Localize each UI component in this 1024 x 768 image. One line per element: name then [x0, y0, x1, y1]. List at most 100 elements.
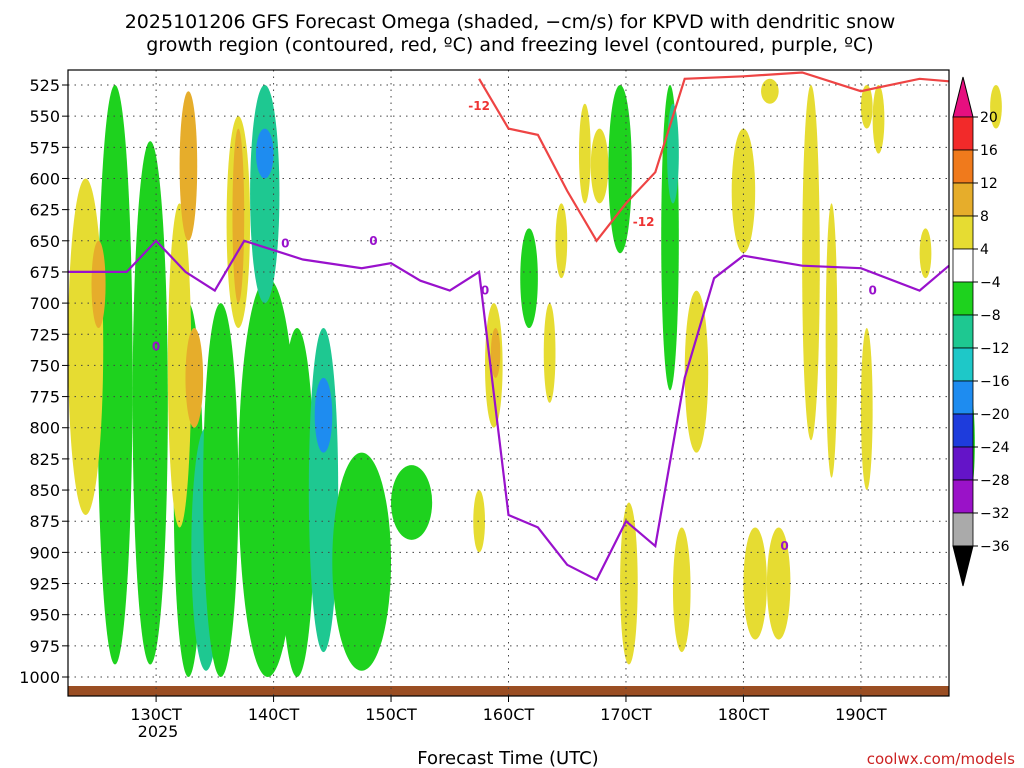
omega-shade-cell: [308, 328, 339, 653]
x-axis-ticks: 130CT 140CT 150CT 160CT 170CT 180CT 190CT: [130, 696, 887, 724]
y-tick-label: 700: [29, 294, 60, 313]
colorbar-label: −32: [980, 506, 1010, 522]
contours: 0000000-12-12: [68, 71, 950, 582]
omega-shade-cell: [132, 141, 168, 665]
omega-shade-cell: [68, 178, 104, 515]
omega-shade-cell: [802, 85, 820, 441]
colorbar-swatch: [952, 182, 974, 217]
colorbar-label: 16: [980, 143, 998, 159]
y-tick-label: 650: [29, 232, 60, 251]
colorbar-label: 4: [980, 242, 989, 258]
x-tick-label: 130CT: [130, 705, 182, 724]
omega-shading: [68, 78, 1002, 696]
x-tick-label: 160CT: [483, 705, 535, 724]
colorbar-label: 8: [980, 209, 989, 225]
y-tick-label: 725: [29, 325, 60, 344]
colorbar-top-triangle: [952, 76, 974, 118]
omega-shade-cell: [332, 452, 392, 671]
omega-shade-cell: [672, 527, 691, 653]
colorbar-bottom-triangle: [952, 545, 974, 587]
omega-shade-cell: [860, 85, 873, 129]
y-tick-label: 550: [29, 107, 60, 126]
x-year-label: 2025: [138, 722, 179, 741]
colorbar-label: −8: [980, 308, 1001, 324]
omega-shade-cell: [578, 103, 591, 204]
dendritic-growth-contour: [478, 71, 950, 243]
y-tick-label: 775: [29, 388, 60, 407]
y-tick-label: 525: [29, 76, 60, 95]
colorbar-swatch: [952, 248, 974, 283]
dendritic-growth-label: -12: [633, 215, 655, 229]
colorbar-swatch: [952, 413, 974, 448]
x-tick-label: 190CT: [835, 705, 887, 724]
chart-title-line2: growth region (contoured, red, ºC) and f…: [146, 34, 873, 56]
y-tick-label: 800: [29, 419, 60, 438]
omega-shade-cell: [620, 502, 638, 665]
y-tick-label: 1000: [19, 668, 60, 687]
omega-shade-cell: [860, 328, 873, 491]
omega-shade-cell: [520, 228, 538, 329]
y-tick-label: 850: [29, 481, 60, 500]
omega-shade-cell: [543, 303, 556, 403]
colorbar: 20 16 12 8 4 −4 −8 −12 −16 −20 −24 −28 −32 −36: [952, 76, 1010, 587]
freezing-level-label: 0: [369, 234, 377, 248]
freezing-level-contour: [68, 239, 950, 582]
colorbar-label: −4: [980, 275, 1001, 291]
colorbar-label: −36: [980, 539, 1010, 555]
freezing-level-label: 0: [281, 236, 289, 250]
y-tick-label: 925: [29, 575, 60, 594]
chart-title-line1: 2025101206 GFS Forecast Omega (shaded, −…: [125, 11, 896, 33]
omega-shade-cell: [314, 377, 333, 453]
x-tick-label: 150CT: [365, 705, 417, 724]
y-tick-label: 625: [29, 201, 60, 220]
omega-shade-cell: [279, 328, 315, 677]
colorbar-label: −12: [980, 341, 1010, 357]
omega-shade-cell: [97, 85, 133, 665]
colorbar-swatch: [952, 479, 974, 514]
colorbar-label: 12: [980, 176, 998, 192]
y-tick-label: 875: [29, 512, 60, 531]
omega-shade-cell: [91, 240, 106, 329]
colorbar-swatch: [952, 215, 974, 250]
omega-shade-cell: [825, 203, 838, 478]
y-tick-label: 675: [29, 263, 60, 282]
ground-strip: [68, 686, 949, 696]
freezing-level-label: 0: [868, 284, 876, 298]
colorbar-swatch: [952, 347, 974, 382]
omega-shade-cell: [761, 78, 779, 104]
omega-shade-cell: [731, 128, 756, 254]
colorbar-swatch: [952, 446, 974, 481]
omega-shade-cell: [872, 85, 885, 154]
colorbar-swatch: [952, 314, 974, 349]
omega-shade-cell: [919, 228, 932, 279]
freezing-level-label: 0: [152, 340, 160, 354]
x-axis-label: Forecast Time (UTC): [417, 748, 598, 768]
y-axis-ticks: 525 550 575 600 625 650 675 700 725 750 775 800 825 8…: [19, 76, 68, 687]
y-tick-label: 575: [29, 138, 60, 157]
colorbar-label: −28: [980, 473, 1010, 489]
y-tick-label: 750: [29, 356, 60, 375]
omega-shade-cell: [766, 527, 791, 640]
omega-shade-cell: [391, 465, 433, 540]
colorbar-label: −24: [980, 440, 1010, 456]
y-tick-label: 900: [29, 543, 60, 562]
omega-shade-cell: [179, 91, 198, 241]
omega-shade-cell: [590, 128, 609, 204]
omega-shade-cell: [203, 303, 239, 677]
omega-shade-cell: [255, 128, 274, 179]
y-tick-label: 950: [29, 606, 60, 625]
colorbar-label: −20: [980, 407, 1010, 423]
omega-shade-cell: [608, 85, 632, 254]
y-tick-label: 975: [29, 637, 60, 656]
colorbar-label: −16: [980, 374, 1010, 390]
omega-shade-cell: [684, 290, 709, 453]
x-tick-label: 170CT: [600, 705, 652, 724]
colorbar-swatch: [952, 149, 974, 184]
x-tick-label: 180CT: [718, 705, 770, 724]
x-tick-label: 140CT: [248, 705, 300, 724]
omega-shade-cell: [250, 84, 280, 304]
credit-link[interactable]: coolwx.com/models: [867, 750, 1015, 768]
freezing-level-label: 0: [780, 539, 788, 553]
omega-shade-cell: [555, 203, 568, 279]
